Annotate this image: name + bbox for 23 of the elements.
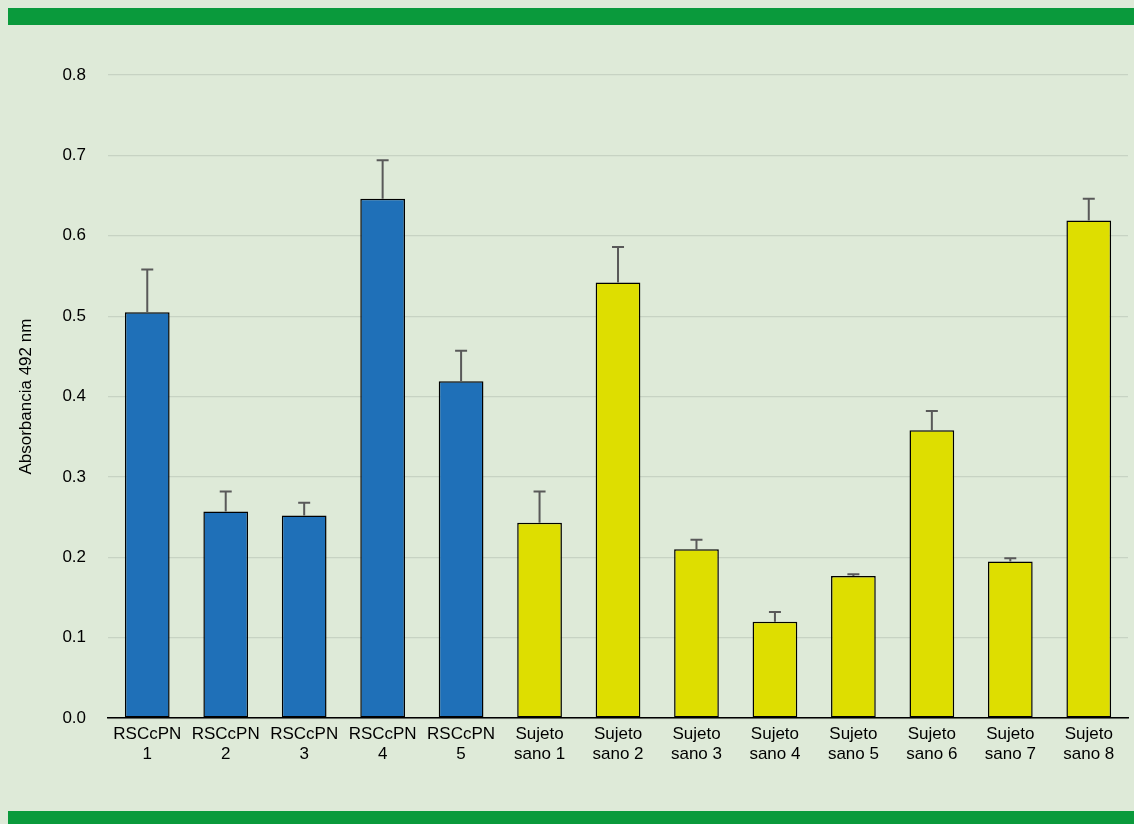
x-tick-label: RSCcPN 3 <box>270 724 339 764</box>
y-tick-label: 0.0 <box>62 707 87 727</box>
y-axis-title: Absorbancia 492 nm <box>15 318 35 475</box>
y-tick-label: 0.6 <box>62 225 87 245</box>
x-tick-label: Sujeto sano 1 <box>514 724 566 764</box>
y-tick-label: 0.2 <box>62 547 87 567</box>
x-tick-label: Sujeto sano 5 <box>827 724 879 764</box>
x-tick-label: RSCcPN 5 <box>427 724 496 764</box>
x-tick-label: Sujeto sano 3 <box>670 724 722 764</box>
x-tick-label: RSCcPN 2 <box>191 724 260 764</box>
x-tick-label: Sujeto sano 7 <box>984 724 1036 764</box>
y-tick-label: 0.4 <box>62 386 87 406</box>
y-tick-label: 0.5 <box>62 305 87 325</box>
x-tick-label: RSCcPN 4 <box>348 724 417 764</box>
x-tick-label: Sujeto sano 8 <box>1063 724 1115 764</box>
y-tick-label: 0.1 <box>62 627 87 647</box>
y-tick-label: 0.8 <box>62 64 87 84</box>
x-tick-label: RSCcPN 1 <box>113 724 182 764</box>
x-tick-label: Sujeto sano 2 <box>592 724 644 764</box>
x-tick-label: Sujeto sano 4 <box>749 724 801 764</box>
x-tick-label: Sujeto sano 6 <box>906 724 958 764</box>
y-tick-label: 0.3 <box>62 466 87 486</box>
y-tick-label: 0.7 <box>62 145 87 165</box>
